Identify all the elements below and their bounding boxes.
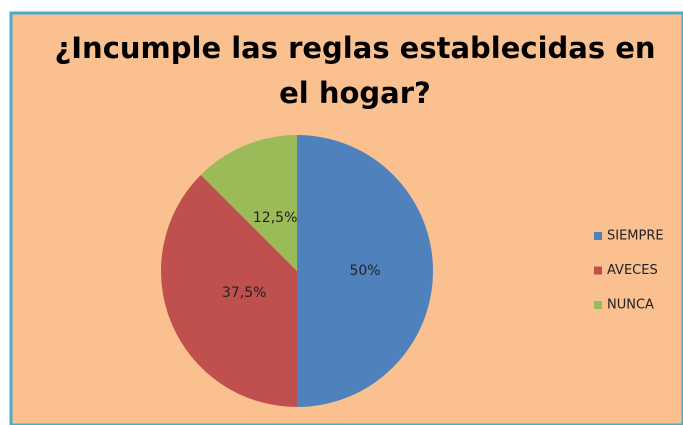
legend-label: NUNCA <box>607 298 654 313</box>
legend-label: SIEMPRE <box>607 229 664 244</box>
legend-swatch <box>594 232 602 240</box>
pie-slice <box>200 135 297 271</box>
legend-label: AVECES <box>607 263 658 278</box>
legend-swatch <box>594 301 602 309</box>
legend-swatch <box>594 266 602 275</box>
pie-slice <box>161 174 297 407</box>
data-label: 12,5% <box>253 210 297 226</box>
data-label: 50% <box>349 263 380 279</box>
pie-slice <box>297 135 433 407</box>
data-label: 37,5% <box>222 285 266 301</box>
chart-title: ¿Incumple las reglas establecidas en el h… <box>54 31 655 110</box>
